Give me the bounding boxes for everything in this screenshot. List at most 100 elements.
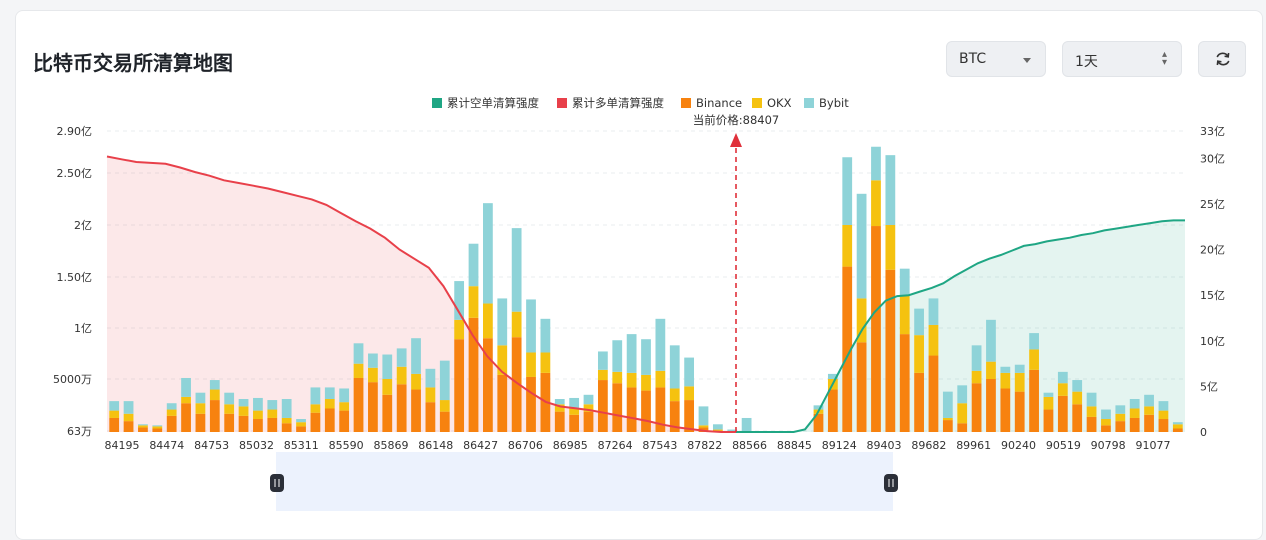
- bar-okx: [986, 361, 996, 379]
- bar-bybit: [454, 281, 465, 320]
- x-tick-label: 84753: [194, 439, 229, 452]
- bar-okx: [209, 389, 220, 401]
- bar-okx: [339, 402, 350, 411]
- bar-bybit: [368, 353, 378, 368]
- bar-okx: [324, 399, 335, 409]
- chart-card: [15, 10, 1263, 540]
- x-tick-label: 91077: [1136, 439, 1171, 452]
- bar-bybit: [209, 380, 220, 390]
- bar-binance: [1072, 404, 1083, 432]
- bar-bybit: [238, 399, 249, 407]
- x-tick-label: 86148: [418, 439, 453, 452]
- bar-bybit: [281, 399, 292, 418]
- zoom-handle-right[interactable]: [884, 474, 898, 492]
- left-tick-label: 5000万: [53, 373, 92, 386]
- right-tick-label: 10亿: [1200, 335, 1225, 348]
- bar-binance: [971, 383, 982, 432]
- bar-bybit: [813, 405, 824, 410]
- bar-binance: [1086, 416, 1097, 432]
- bar-binance: [612, 383, 623, 432]
- left-tick-label: 1.50亿: [57, 271, 93, 284]
- x-tick-label: 89961: [956, 439, 991, 452]
- bar-binance: [813, 413, 824, 432]
- long-cum-area: [107, 156, 736, 432]
- bar-bybit: [569, 397, 580, 409]
- bar-bybit: [1000, 366, 1011, 373]
- bar-okx: [942, 417, 953, 421]
- bar-okx: [281, 417, 292, 424]
- bar-okx: [885, 225, 896, 270]
- bar-okx: [1115, 413, 1126, 422]
- bar-bybit: [267, 400, 278, 410]
- bar-bybit: [483, 203, 493, 304]
- right-tick-label: 33亿: [1200, 125, 1225, 138]
- bar-binance: [1172, 428, 1183, 432]
- x-tick-label: 87543: [642, 439, 677, 452]
- legend-swatch-short: [432, 98, 442, 108]
- bar-okx: [871, 180, 881, 227]
- bar-bybit: [1129, 399, 1140, 409]
- bar-okx: [382, 379, 393, 395]
- bar-bybit: [885, 155, 896, 225]
- bar-bybit: [626, 334, 637, 373]
- bar-bybit: [899, 268, 910, 296]
- up-down-arrows-icon: ▴ ▾: [1161, 49, 1167, 68]
- bar-bybit: [123, 401, 134, 414]
- range-select[interactable]: 1天 ▴ ▾: [1062, 41, 1182, 77]
- bar-okx: [583, 404, 594, 412]
- bar-bybit: [669, 345, 680, 389]
- bar-bybit: [942, 391, 953, 418]
- x-tick-label: 89682: [911, 439, 946, 452]
- bar-bybit: [511, 228, 522, 312]
- bar-okx: [511, 311, 522, 338]
- x-tick-label: 88566: [732, 439, 767, 452]
- bar-binance: [425, 402, 436, 432]
- bar-okx: [842, 225, 853, 267]
- bar-bybit: [526, 299, 536, 353]
- x-tick-label: 85869: [373, 439, 408, 452]
- bar-binance: [267, 417, 278, 432]
- bar-binance: [684, 400, 695, 432]
- bar-binance: [166, 415, 177, 432]
- bar-okx: [1101, 419, 1111, 426]
- bar-binance: [942, 420, 953, 432]
- bar-binance: [569, 414, 580, 432]
- legend: 累计空单清算强度 累计多单清算强度 Binance OKX Bybit: [432, 96, 849, 110]
- bar-bybit: [1144, 394, 1154, 407]
- bar-binance: [382, 394, 393, 432]
- zoom-handle-left[interactable]: [270, 474, 284, 492]
- right-tick-label: 30亿: [1200, 152, 1225, 165]
- bar-binance: [281, 423, 292, 432]
- bar-okx: [454, 319, 465, 340]
- right-tick-label: 20亿: [1200, 244, 1225, 257]
- bar-okx: [310, 404, 321, 413]
- bar-bybit: [152, 425, 163, 427]
- x-tick-label: 88845: [777, 439, 812, 452]
- bar-binance: [957, 423, 968, 432]
- left-axis: 2.90亿 2.50亿 2亿 1.50亿 1亿 5000万 63万: [53, 125, 92, 438]
- bar-okx: [353, 363, 364, 378]
- bar-bybit: [195, 392, 206, 404]
- bar-binance: [1115, 421, 1126, 432]
- bar-okx: [411, 373, 421, 390]
- bar-bybit: [1014, 364, 1025, 373]
- bar-bybit: [138, 424, 148, 426]
- bar-bybit: [1101, 409, 1111, 420]
- bar-okx: [626, 372, 637, 388]
- coin-select[interactable]: BTC: [946, 41, 1046, 77]
- bar-bybit: [612, 340, 623, 372]
- bar-binance: [626, 387, 637, 432]
- refresh-button[interactable]: [1198, 41, 1246, 77]
- bar-okx: [1172, 424, 1183, 429]
- bar-bybit: [741, 417, 752, 432]
- cumulative-lines: [106, 155, 1185, 433]
- bar-bybit: [842, 157, 853, 225]
- bar-okx: [152, 426, 163, 429]
- bar-okx: [166, 409, 177, 416]
- bar-bybit: [1072, 380, 1083, 392]
- legend-label-okx: OKX: [767, 96, 792, 110]
- bar-okx: [138, 425, 148, 428]
- bar-okx: [641, 374, 651, 391]
- bar-bybit: [181, 377, 191, 397]
- bar-okx: [195, 403, 206, 414]
